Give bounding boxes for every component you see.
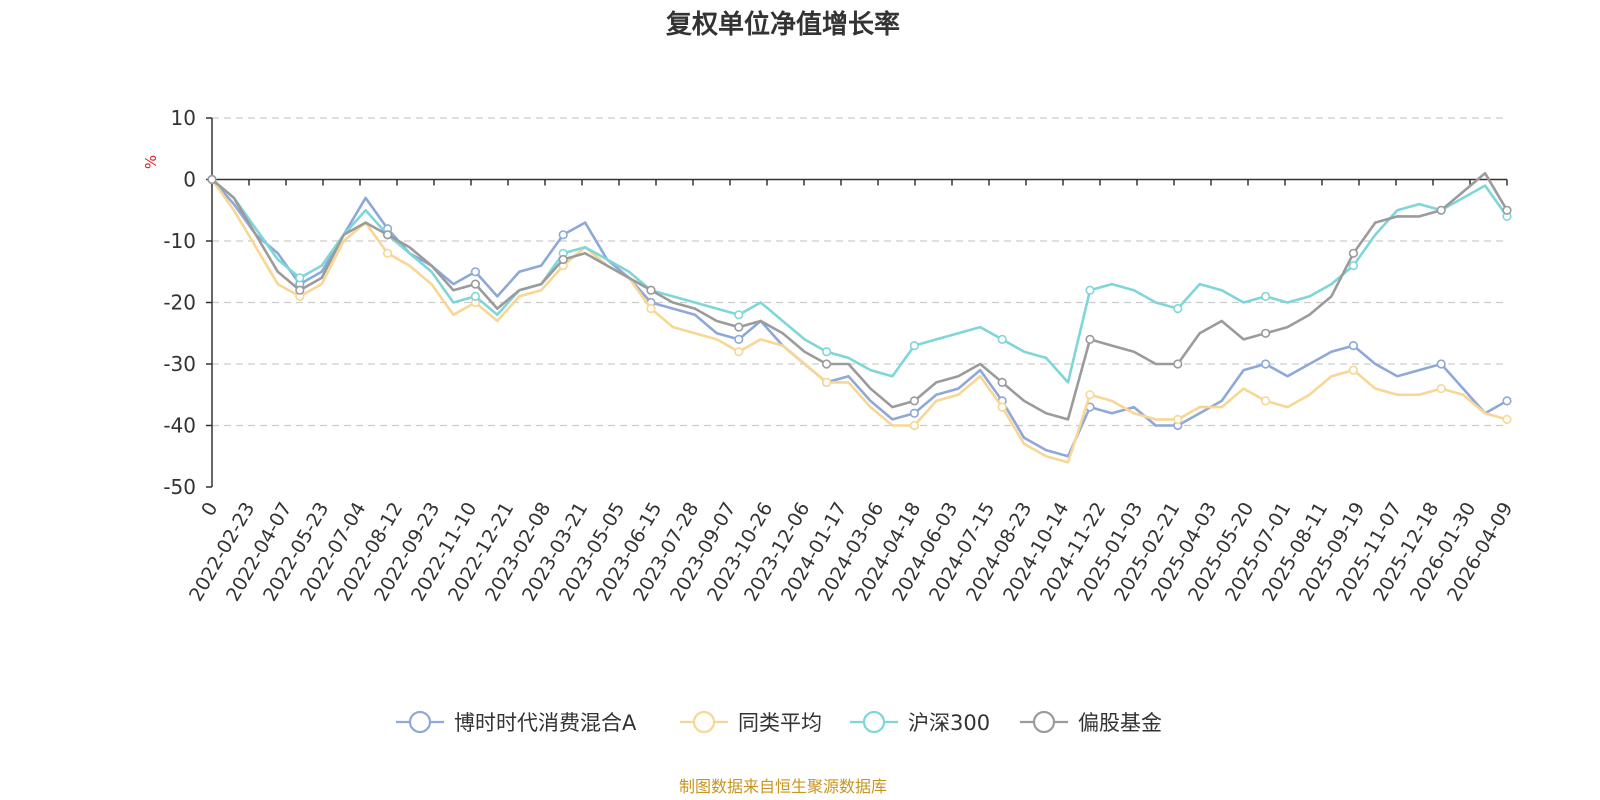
legend-label: 同类平均	[738, 711, 822, 735]
series-line-1	[210, 178, 1508, 464]
data-point	[1260, 328, 1271, 338]
x-tick-label: 0	[197, 499, 222, 520]
legend-label: 沪深300	[908, 711, 990, 735]
data-point	[909, 396, 920, 406]
data-point	[207, 174, 217, 185]
data-point	[1348, 365, 1358, 375]
data-point	[646, 285, 656, 295]
data-point	[997, 402, 1007, 412]
data-point	[1348, 261, 1358, 271]
data-point	[470, 291, 481, 302]
data-point	[734, 310, 744, 320]
data-point	[558, 230, 568, 240]
legend-label: 博时时代消费混合A	[454, 711, 637, 735]
legend: 博时时代消费混合A 同类平均 沪深300 偏股基金	[396, 710, 1162, 735]
data-point	[909, 408, 920, 418]
chart-title: 复权单位净值增长率	[666, 9, 900, 40]
y-tick-label: 0	[183, 168, 196, 192]
data-point	[1260, 291, 1271, 302]
legend-label: 偏股基金	[1078, 711, 1162, 735]
data-point	[734, 334, 744, 345]
data-point	[1502, 414, 1512, 425]
data-point	[821, 347, 832, 357]
data-point	[1260, 359, 1271, 369]
data-point	[734, 322, 744, 332]
x-axis: 02022-02-232022-04-072022-05-232022-07-0…	[185, 178, 1517, 605]
series-line-0	[211, 178, 1508, 458]
legend-item[interactable]: 博时时代消费混合A	[396, 710, 637, 735]
data-point	[383, 230, 393, 240]
data-point	[1173, 359, 1183, 369]
legend-item[interactable]: 沪深300	[850, 710, 990, 735]
source-note: 制图数据来自恒生聚源数据库	[679, 777, 887, 796]
data-point	[734, 347, 744, 357]
legend-item[interactable]: 同类平均	[680, 710, 822, 735]
data-point	[1436, 359, 1446, 369]
data-point	[1173, 304, 1183, 314]
data-point	[1502, 205, 1512, 215]
data-point	[1173, 414, 1183, 425]
data-point	[295, 285, 305, 295]
legend-item[interactable]: 偏股基金	[1020, 710, 1162, 735]
data-point	[383, 248, 393, 258]
data-point	[1348, 248, 1358, 258]
data-point	[470, 279, 481, 289]
data-point	[646, 304, 656, 314]
data-point	[1085, 390, 1095, 400]
data-point	[1436, 384, 1446, 394]
data-point	[909, 341, 920, 351]
y-axis: 10 0 -10 -20 -30 -40 -50	[163, 106, 213, 499]
y-tick-label: -30	[163, 352, 196, 376]
data-point	[1085, 285, 1095, 295]
data-point	[821, 377, 832, 388]
y-tick-label: -50	[163, 475, 196, 499]
data-point	[1502, 396, 1512, 406]
legend-marker-icon	[692, 710, 716, 734]
data-point	[295, 273, 305, 283]
gridlines	[212, 117, 1507, 427]
data-point	[1348, 341, 1358, 351]
y-tick-label: -10	[163, 229, 196, 253]
legend-marker-icon	[1032, 710, 1056, 734]
y-axis-unit: %	[142, 155, 160, 169]
data-point	[909, 420, 920, 431]
data-point	[1260, 396, 1271, 406]
series-line-2	[211, 178, 1509, 384]
legend-marker-icon	[862, 710, 886, 734]
data-point	[821, 359, 832, 369]
legend-marker-icon	[408, 710, 432, 734]
y-tick-label: -40	[163, 414, 196, 438]
data-point	[558, 254, 568, 265]
data-point	[1436, 205, 1446, 215]
series-line-3	[211, 172, 1509, 421]
y-tick-label: 10	[171, 106, 196, 130]
data-point	[997, 377, 1007, 388]
y-tick-label: -20	[163, 291, 196, 315]
data-point	[1085, 334, 1095, 345]
data-point	[470, 267, 481, 277]
data-point	[997, 334, 1007, 345]
series-lines	[207, 172, 1512, 464]
